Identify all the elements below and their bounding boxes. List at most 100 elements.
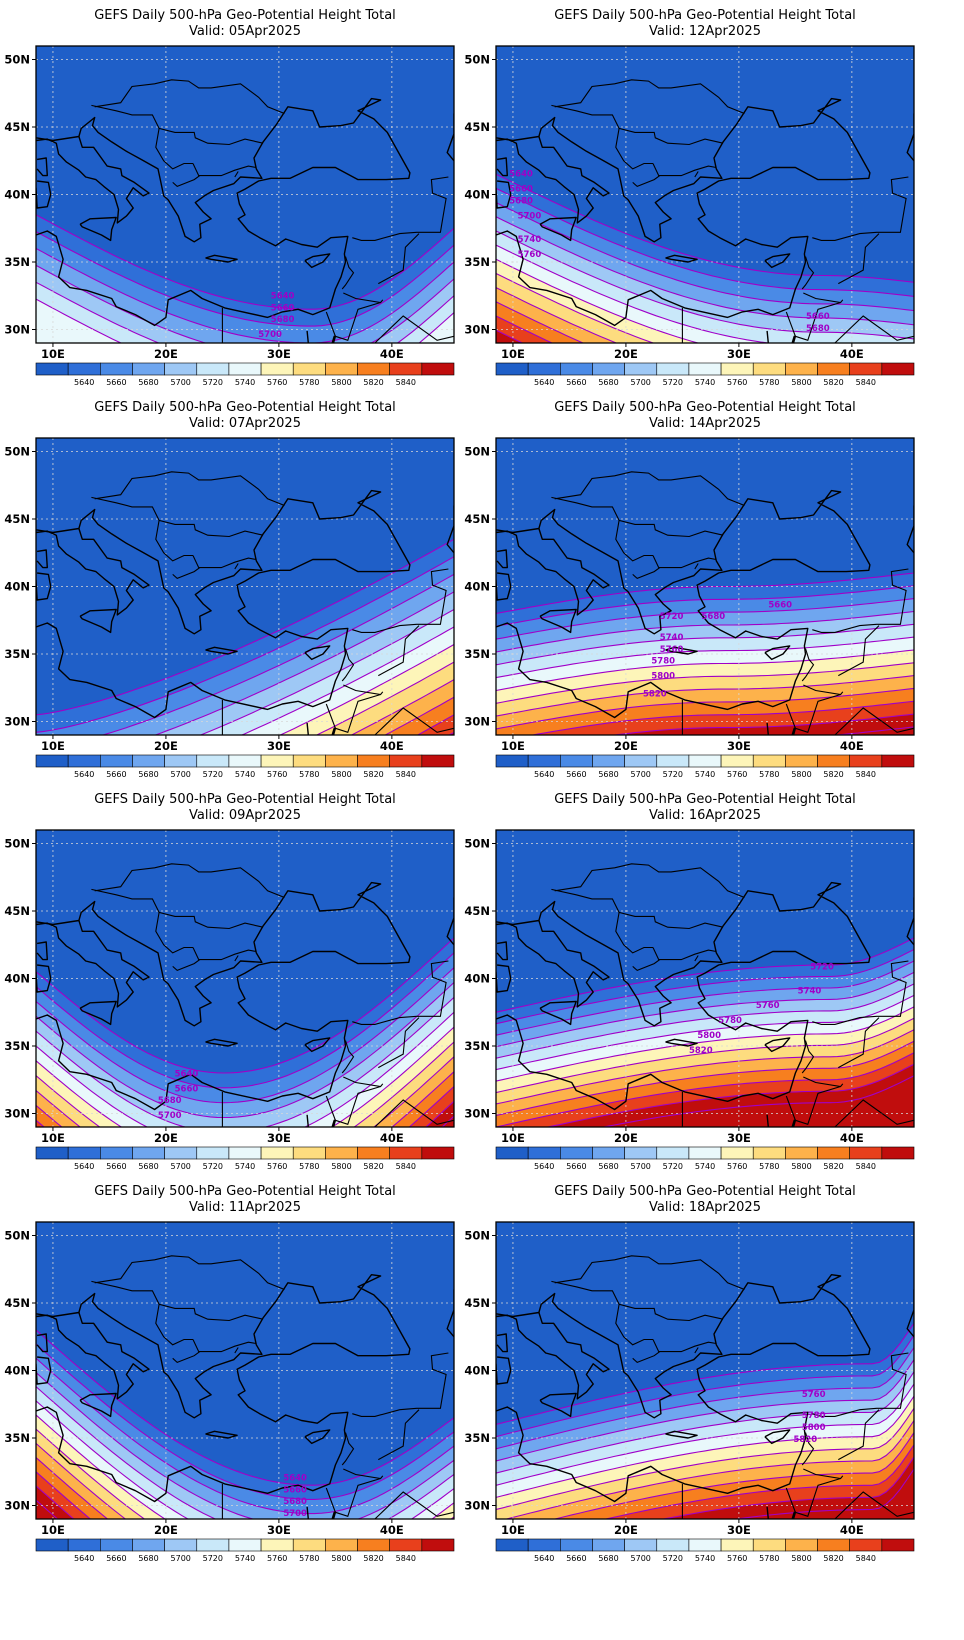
country-border — [632, 959, 661, 972]
country-border — [801, 256, 815, 290]
country-border — [172, 1351, 201, 1364]
colorbar-label: 5640 — [74, 378, 94, 387]
coastline — [665, 1430, 698, 1439]
colorbar: 5640 5660 5680 5700 5720 5740 5760 5780 5800 5820… — [35, 362, 455, 387]
country-border — [551, 1280, 724, 1322]
contour-line — [496, 216, 914, 326]
country-border — [352, 960, 449, 1025]
lon-tick-label: 20E — [154, 1523, 178, 1537]
contour-line — [496, 1017, 914, 1094]
lat-tick-label: 35N — [464, 647, 490, 661]
contour-label: 5820 — [793, 1435, 817, 1445]
colorbar: 5640 5660 5680 5700 5720 5740 5760 5780 5800 5820… — [35, 754, 455, 779]
contour-line — [496, 1052, 914, 1127]
panel-title: GEFS Daily 500-hPa Geo-Potential Height … — [554, 1184, 856, 1199]
lon-tick-label: 10E — [501, 739, 525, 753]
colorbar-label: 5800 — [791, 1554, 811, 1563]
colorbar-swatch — [164, 754, 198, 768]
colorbar-label: 5800 — [331, 1554, 351, 1563]
country-border — [374, 707, 454, 735]
coastline — [36, 881, 411, 1111]
country-border — [94, 79, 285, 115]
contour-line — [36, 937, 454, 1074]
colorbar-swatch — [357, 1538, 390, 1552]
panel-valid-date: Valid: 18Apr2025 — [649, 1200, 761, 1215]
lat-tick-label: 50N — [4, 837, 30, 851]
lat-tick-label: 45N — [4, 512, 30, 526]
contour-line — [36, 1026, 454, 1127]
colorbar-swatch — [325, 1146, 358, 1160]
colorbar-swatch — [560, 1146, 593, 1160]
map-panel: GEFS Daily 500-hPa Geo-Potential Height … — [4, 8, 455, 387]
country-border — [341, 256, 355, 290]
contour-label: 5640 — [271, 291, 295, 301]
country-border — [325, 311, 336, 337]
contour-label: 5740 — [798, 986, 822, 996]
colorbar-label: 5680 — [138, 378, 158, 387]
coastline — [539, 216, 577, 242]
coastline — [764, 1037, 791, 1053]
contour-label: 5680 — [158, 1096, 182, 1106]
country-border — [785, 1487, 796, 1513]
country-border — [694, 563, 699, 570]
contour-line — [36, 1457, 109, 1519]
lat-tick-label: 45N — [4, 120, 30, 134]
country-border — [795, 1477, 841, 1517]
coastline — [496, 920, 610, 1008]
height-band — [36, 265, 454, 343]
contour-line — [496, 1407, 914, 1511]
colorbar-label: 5660 — [566, 378, 586, 387]
colorbar-label: 5720 — [663, 1554, 683, 1563]
colorbar-label: 5680 — [598, 1162, 618, 1171]
colorbar-label: 5640 — [534, 770, 554, 779]
coastline — [446, 113, 454, 162]
colorbar-label: 5720 — [203, 378, 223, 387]
colorbar-swatch — [292, 1538, 326, 1552]
colorbar-swatch — [325, 1538, 358, 1552]
coastline — [496, 572, 512, 601]
colorbar-label: 5780 — [759, 1162, 779, 1171]
map-area: 5760 5780 5800 5820 — [496, 1222, 914, 1519]
colorbar-label: 5740 — [695, 378, 715, 387]
lat-tick-label: 35N — [4, 1431, 30, 1445]
contour-line — [36, 231, 454, 327]
lon-tick-label: 20E — [614, 347, 638, 361]
height-band — [425, 1101, 454, 1127]
panel-valid-date: Valid: 09Apr2025 — [189, 808, 301, 823]
colorbar-swatch — [752, 1146, 786, 1160]
contour-line — [496, 287, 618, 343]
contour-line — [496, 1395, 914, 1498]
lat-tick-label: 30N — [464, 323, 490, 337]
country-border — [335, 301, 381, 341]
country-border — [632, 175, 661, 188]
contour-line — [496, 301, 585, 343]
contour-label: 5800 — [651, 672, 675, 682]
contour-line — [496, 662, 914, 704]
colorbar-label: 5720 — [203, 1554, 223, 1563]
coastline — [36, 1312, 150, 1400]
country-border — [234, 563, 239, 570]
colorbar-swatch — [260, 1146, 294, 1160]
country-border — [94, 471, 285, 507]
contour-label: 5640 — [509, 170, 533, 180]
coastline — [205, 1430, 238, 1439]
contour-label: 5660 — [509, 185, 533, 195]
lon-tick-label: 10E — [501, 347, 525, 361]
colorbar-label: 5840 — [396, 1554, 416, 1563]
colorbar-swatch — [785, 754, 818, 768]
lat-tick-label: 50N — [464, 53, 490, 67]
colorbar-swatch — [624, 362, 658, 376]
colorbar-swatch — [100, 754, 133, 768]
country-border — [812, 176, 909, 241]
map-panel: GEFS Daily 500-hPa Geo-Potential Height … — [464, 1184, 915, 1563]
contour-line — [36, 1011, 454, 1127]
coastline — [539, 1000, 577, 1026]
height-band — [36, 1400, 454, 1519]
contour-label: 5820 — [689, 1046, 713, 1056]
colorbar-swatch — [624, 1538, 658, 1552]
lat-tick-label: 45N — [464, 120, 490, 134]
lat-tick-label: 40N — [4, 580, 30, 594]
colorbar-label: 5740 — [695, 770, 715, 779]
country-border — [551, 496, 724, 538]
country-border — [785, 311, 796, 337]
